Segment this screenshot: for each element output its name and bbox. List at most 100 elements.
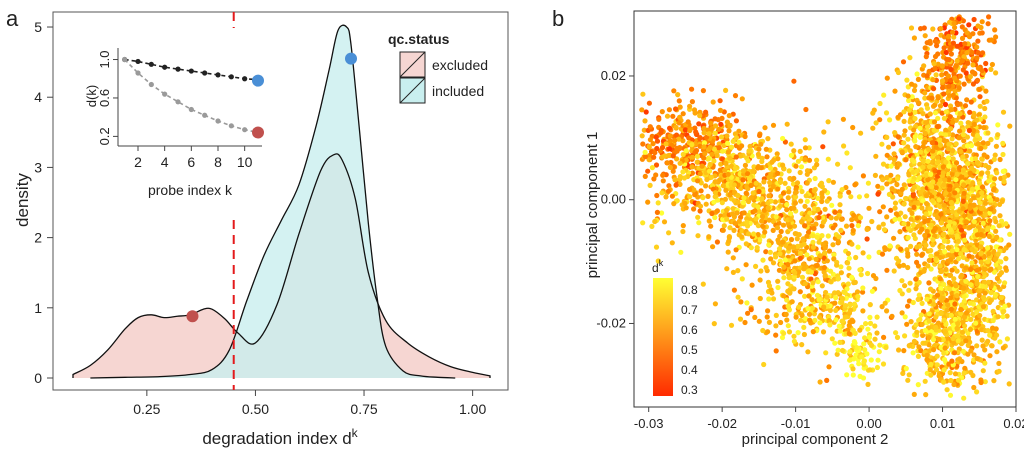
pca-point-cluster-6: [912, 35, 917, 40]
pca-point-cluster-6: [903, 157, 908, 162]
pca-point-cluster-9: [979, 68, 984, 73]
pca-point-cluster-6: [881, 204, 886, 209]
pca-point-cluster-8: [928, 373, 933, 378]
pca-point-cluster-3: [832, 210, 837, 215]
pca-point-cluster-6: [892, 89, 897, 94]
pca-point-cluster-6: [909, 217, 914, 222]
pca-point-cluster-7: [962, 191, 967, 196]
pca-point-cluster-6: [884, 268, 889, 273]
pca-point-cluster-9: [943, 102, 948, 107]
pca-point-cluster-3: [731, 228, 736, 233]
pca-point-cluster-7: [962, 238, 967, 243]
pca-point-cluster-2: [696, 220, 701, 225]
pca-point-cluster-7: [954, 183, 959, 188]
pca-point-cluster-9: [933, 66, 938, 71]
inset-x-tick-label: 8: [214, 154, 222, 170]
pca-point-cluster-1: [640, 133, 645, 138]
pca-point-cluster-3: [852, 182, 857, 187]
pca-point-cluster-6: [841, 117, 846, 122]
pca-point-cluster-2: [740, 177, 745, 182]
pca-point-cluster-7: [995, 197, 1000, 202]
pca-point-cluster-1: [667, 126, 672, 131]
pca-point-cluster-3: [761, 362, 766, 367]
pca-point-cluster-7: [925, 229, 930, 234]
pca-point-cluster-3: [744, 262, 749, 267]
pca-point-cluster-7: [954, 247, 959, 252]
pca-point-cluster-8: [941, 351, 946, 356]
pca-point-cluster-7: [986, 165, 991, 170]
pca-point-cluster-8: [901, 263, 906, 268]
pca-point-cluster-6: [937, 181, 942, 186]
pca-point-cluster-3: [824, 378, 829, 383]
pca-point-cluster-1: [671, 88, 676, 93]
pca-point-cluster-3: [751, 231, 756, 236]
pca-x-tick-label: 0.00: [856, 416, 881, 431]
pca-point-cluster-7: [952, 190, 957, 195]
pca-point-cluster-6: [940, 244, 945, 249]
pca-point-cluster-10: [1001, 345, 1006, 350]
pca-point-cluster-1: [654, 135, 659, 140]
pca-point-cluster-10: [988, 284, 993, 289]
pca-point-cluster-2: [684, 205, 689, 210]
pca-point-cluster-7: [947, 280, 952, 285]
pca-point-cluster-3: [731, 255, 736, 260]
pca-point-cluster-10: [990, 326, 995, 331]
pca-point-cluster-3: [729, 323, 734, 328]
pca-x-tick-label: -0.01: [781, 416, 811, 431]
pca-point-cluster-3: [850, 125, 855, 130]
pca-point-cluster-4: [848, 302, 853, 307]
pca-point-cluster-7: [988, 198, 993, 203]
pca-point-cluster-6: [911, 193, 916, 198]
pca-point-cluster-7: [924, 201, 929, 206]
pca-point-cluster-1: [718, 122, 723, 127]
pca-point-cluster-6: [876, 225, 881, 230]
pca-point-cluster-6: [881, 162, 886, 167]
pca-point-cluster-9: [950, 30, 955, 35]
pca-point-cluster-3: [734, 154, 739, 159]
pca-point-cluster-7: [946, 146, 951, 151]
pca-point-cluster-6: [881, 222, 886, 227]
pca-point-cluster-8: [927, 319, 932, 324]
pca-point-cluster-7: [975, 142, 980, 147]
pca-point-cluster-2: [813, 176, 818, 181]
density-x-ticks: 0.25 0.50 0.75 1.00: [133, 390, 486, 417]
pca-point-cluster-6: [920, 165, 925, 170]
color-legend-tick-label: 0.4: [681, 363, 698, 377]
pca-point-cluster-6: [943, 132, 948, 137]
color-legend-bar: [653, 278, 673, 396]
pca-point-cluster-9: [970, 62, 975, 67]
pca-point-cluster-10: [990, 343, 995, 348]
pca-point-cluster-2: [709, 211, 714, 216]
pca-point-cluster-2: [713, 190, 718, 195]
pca-point-cluster-7: [953, 177, 958, 182]
pca-point-cluster-6: [881, 93, 886, 98]
pca-point-cluster-6: [895, 176, 900, 181]
pca-point-cluster-8: [912, 392, 917, 397]
pca-point-cluster-8: [911, 350, 916, 355]
pca-point-cluster-6: [866, 181, 871, 186]
pca-point-cluster-7: [960, 206, 965, 211]
pca-point-cluster-3: [801, 237, 806, 242]
pca-point-cluster-8: [955, 333, 960, 338]
pca-point-cluster-7: [948, 257, 953, 262]
pca-point-cluster-10: [993, 293, 998, 298]
pca-point-cluster-1: [671, 153, 676, 158]
pca-point-cluster-2: [666, 230, 671, 235]
pca-point-cluster-3: [768, 166, 773, 171]
pca-point-cluster-4: [870, 289, 875, 294]
pca-point-cluster-1: [673, 125, 678, 130]
pca-point-cluster-1: [677, 98, 682, 103]
pca-point-cluster-2: [761, 179, 766, 184]
pca-point-cluster-7: [946, 155, 951, 160]
pca-point-cluster-7: [942, 203, 947, 208]
pca-point-cluster-9: [940, 64, 945, 69]
pca-point-cluster-3: [831, 180, 836, 185]
pca-point-cluster-1: [690, 99, 695, 104]
pca-point-cluster-7: [930, 148, 935, 153]
pca-point-cluster-1: [677, 120, 682, 125]
pca-point-cluster-3: [793, 190, 798, 195]
pca-point-cluster-7: [930, 242, 935, 247]
pca-point-cluster-8: [909, 319, 914, 324]
pca-point-cluster-2: [727, 123, 732, 128]
pca-point-cluster-8: [959, 273, 964, 278]
